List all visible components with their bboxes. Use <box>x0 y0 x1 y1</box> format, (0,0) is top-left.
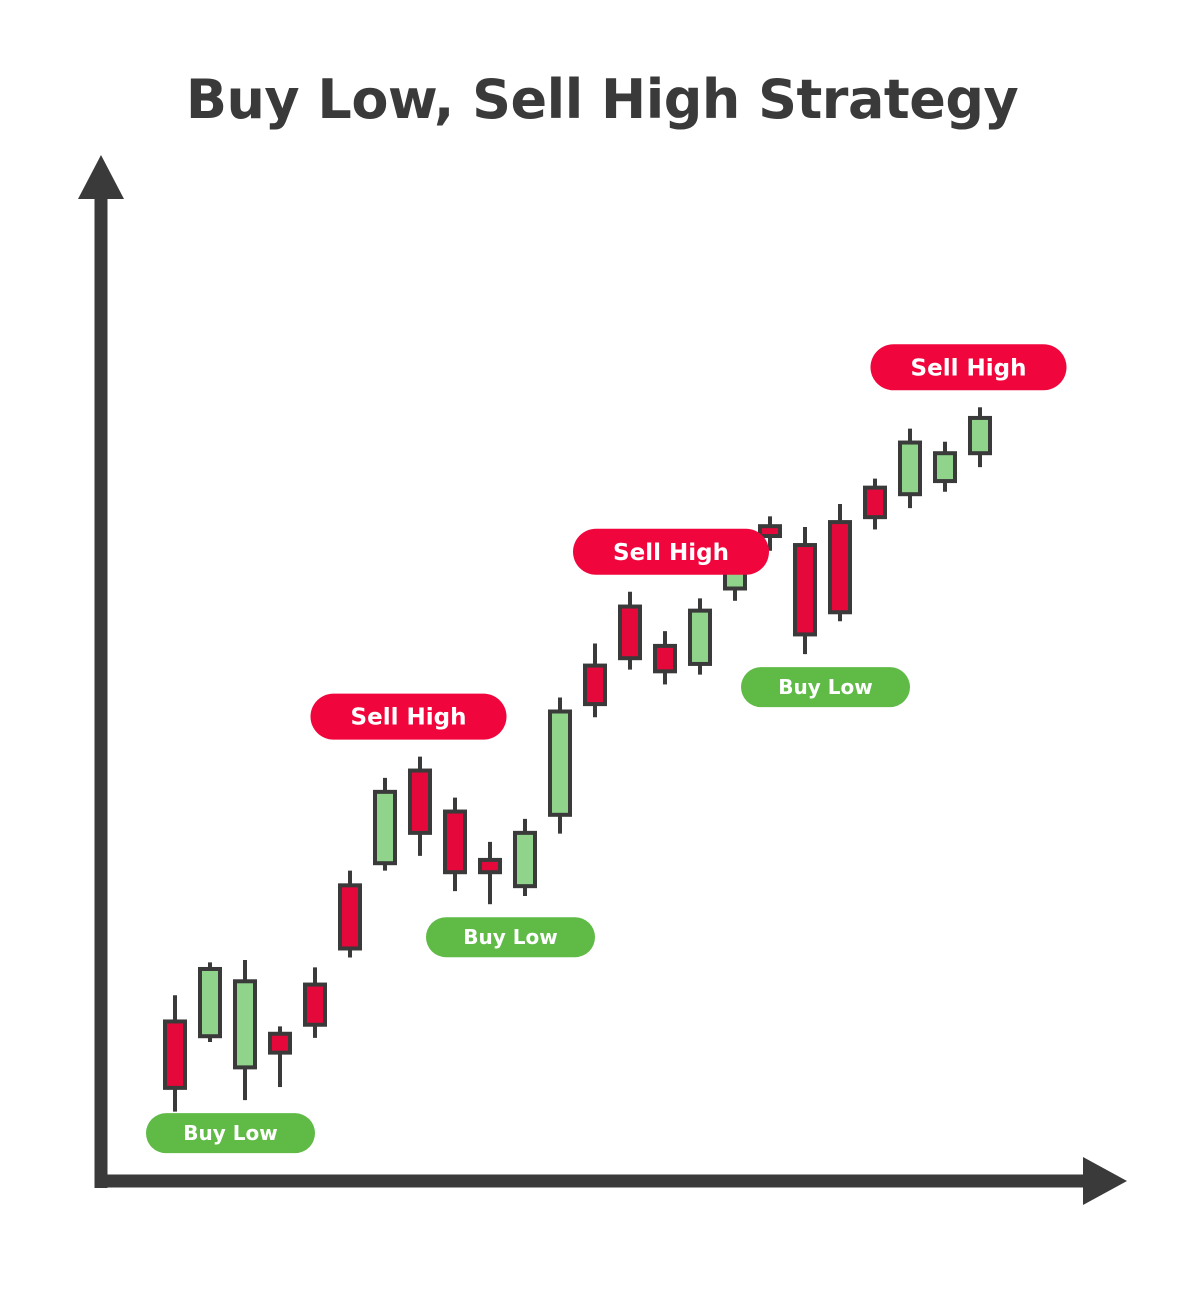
annotation-text: Sell High <box>911 355 1027 381</box>
annotation-pill <box>146 1113 315 1154</box>
candle-body <box>443 809 467 875</box>
candle-13 <box>583 643 607 718</box>
candle-body <box>478 857 502 875</box>
candle-body <box>233 979 257 1070</box>
candle-9 <box>443 797 467 892</box>
candle-8 <box>408 756 432 856</box>
annotations-group: Buy Low Sell High Buy Low Sell High Buy Low S… <box>146 344 1067 1154</box>
y-axis-arrow-icon <box>78 155 124 199</box>
sell-high-label-4: Sell High <box>573 528 769 575</box>
candle-body <box>583 663 607 707</box>
candle-12 <box>548 697 572 834</box>
candle-body <box>863 485 887 520</box>
candle-body <box>408 768 432 835</box>
candle-6 <box>338 870 362 958</box>
candle-10 <box>478 841 502 905</box>
candle-4 <box>268 1026 292 1088</box>
candles-group <box>163 407 992 1112</box>
candle-body <box>898 440 922 497</box>
candle-body <box>618 604 642 661</box>
candle-body <box>513 830 537 889</box>
candle-3 <box>233 959 257 1101</box>
candle-body <box>548 709 572 817</box>
annotation-text: Sell High <box>613 540 729 566</box>
candle-5 <box>303 967 327 1038</box>
candle-body <box>688 608 712 666</box>
candle-body <box>338 883 362 951</box>
sell-high-label-2: Sell High <box>310 693 507 740</box>
candle-body <box>268 1031 292 1055</box>
annotation-text: Buy Low <box>463 925 557 949</box>
chart-title: Buy Low, Sell High Strategy <box>185 68 1019 131</box>
buy-low-label-3: Buy Low <box>426 917 595 958</box>
candle-18 <box>758 516 782 551</box>
candle-24 <box>968 407 992 468</box>
candle-body <box>303 982 327 1027</box>
chart-axes <box>78 155 1127 1205</box>
annotation-text: Buy Low <box>778 675 872 699</box>
candle-body <box>793 543 817 637</box>
candle-body <box>198 966 222 1039</box>
annotation-pill <box>870 344 1067 391</box>
candle-16 <box>688 598 712 675</box>
buy-low-label-1: Buy Low <box>146 1113 315 1154</box>
annotation-pill <box>426 917 595 958</box>
candle-20 <box>828 504 852 622</box>
candle-7 <box>373 777 397 871</box>
annotation-pill <box>310 693 507 740</box>
buy-low-label-5: Buy Low <box>741 667 910 708</box>
annotation-pill <box>741 667 910 708</box>
annotation-text: Buy Low <box>183 1121 277 1145</box>
candle-14 <box>618 591 642 670</box>
candle-15 <box>653 631 677 685</box>
candle-21 <box>863 478 887 530</box>
sell-high-label-6: Sell High <box>870 344 1067 391</box>
annotation-text: Sell High <box>351 705 467 731</box>
candle-11 <box>513 818 537 896</box>
candle-body <box>653 643 677 674</box>
candle-23 <box>933 441 957 492</box>
candle-body <box>933 451 957 484</box>
candle-22 <box>898 428 922 509</box>
candle-body <box>373 789 397 866</box>
annotation-pill <box>573 528 769 575</box>
candle-body <box>968 415 992 456</box>
candle-2 <box>198 962 222 1042</box>
candle-1 <box>163 995 187 1112</box>
candle-19 <box>793 527 817 655</box>
x-axis-arrow-icon <box>1083 1157 1127 1205</box>
candle-body <box>758 524 782 539</box>
candle-body <box>828 520 852 615</box>
candle-body <box>163 1019 187 1090</box>
